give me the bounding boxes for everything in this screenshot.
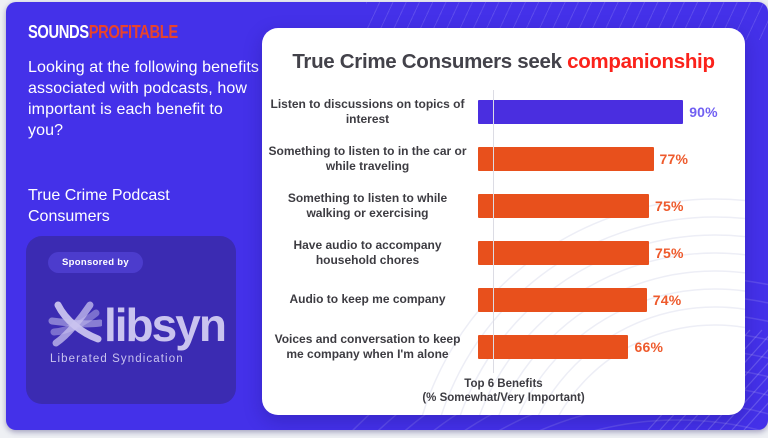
libsyn-tagline: Liberated Syndication: [50, 353, 184, 365]
chart-row: Voices and conversation to keep me compa…: [262, 323, 745, 370]
value-label: 77%: [659, 150, 689, 167]
chart-row: Something to listen to while walking or …: [262, 182, 745, 229]
bar: [478, 240, 649, 265]
bar: [478, 146, 654, 171]
sidebar: SOUNDSPROFITABLE Looking at the followin…: [26, 22, 262, 404]
bar-area: 90%: [477, 88, 718, 135]
chart-footnote: Top 6 Benefits (% Somewhat/Very Importan…: [262, 377, 745, 405]
sounds-profitable-logo: SOUNDSPROFITABLE: [28, 22, 220, 43]
footnote-line1: Top 6 Benefits: [464, 378, 543, 390]
bar-area: 74%: [477, 276, 681, 323]
survey-question-text: Looking at the following benefits associ…: [28, 59, 260, 139]
bar: [478, 99, 684, 124]
value-label: 75%: [655, 197, 684, 214]
footnote-line2: (% Somewhat/Very Important): [422, 392, 585, 404]
logo-text-sounds: SOUNDS: [28, 22, 89, 42]
sponsored-by-badge: Sponsored by: [48, 252, 143, 273]
value-label: 74%: [652, 291, 682, 308]
chart-row: Something to listen to in the car or whi…: [262, 135, 745, 182]
category-label: Have audio to accompany household chores: [293, 237, 442, 267]
value-label: 90%: [689, 103, 718, 120]
logo-text-profitable: PROFITABLE: [88, 22, 179, 42]
bar-area: 66%: [477, 323, 663, 370]
slide: SOUNDSPROFITABLE Looking at the followin…: [6, 2, 768, 430]
category-label: Voices and conversation to keep me compa…: [274, 331, 461, 361]
bar: [478, 334, 629, 359]
libsyn-wordmark: libsyn: [104, 299, 227, 351]
chart-axis-line: [493, 90, 494, 373]
chart-title-highlight: companionship: [567, 50, 715, 73]
bar-chart: Listen to discussions on topics of inter…: [262, 88, 745, 373]
audience-label: True Crime Podcast Consumers: [28, 187, 170, 225]
bar: [478, 193, 649, 218]
chart-title: True Crime Consumers seek companionship: [262, 50, 745, 74]
libsyn-logo: libsyn: [48, 299, 236, 351]
libsyn-knot-icon: [48, 301, 102, 347]
chart-row: Audio to keep me company 74%: [262, 276, 745, 323]
bar-area: 75%: [477, 229, 684, 276]
chart-card: True Crime Consumers seek companionship …: [262, 28, 745, 415]
bar-area: 77%: [477, 135, 688, 182]
value-label: 75%: [655, 244, 684, 261]
sponsor-card: Sponsored by libsyn Liberated Syndicatio…: [26, 236, 236, 404]
chart-row: Listen to discussions on topics of inter…: [262, 88, 745, 135]
value-label: 66%: [634, 338, 664, 355]
chart-row: Have audio to accompany household chores…: [262, 229, 745, 276]
chart-title-prefix: True Crime Consumers seek: [292, 50, 568, 73]
category-label: Audio to keep me company: [289, 292, 446, 306]
category-label: Something to listen to while walking or …: [287, 190, 448, 220]
category-label: Something to listen to in the car or whi…: [268, 143, 467, 173]
bar-area: 75%: [477, 182, 684, 229]
category-label: Listen to discussions on topics of inter…: [270, 96, 465, 126]
bar: [478, 287, 647, 312]
